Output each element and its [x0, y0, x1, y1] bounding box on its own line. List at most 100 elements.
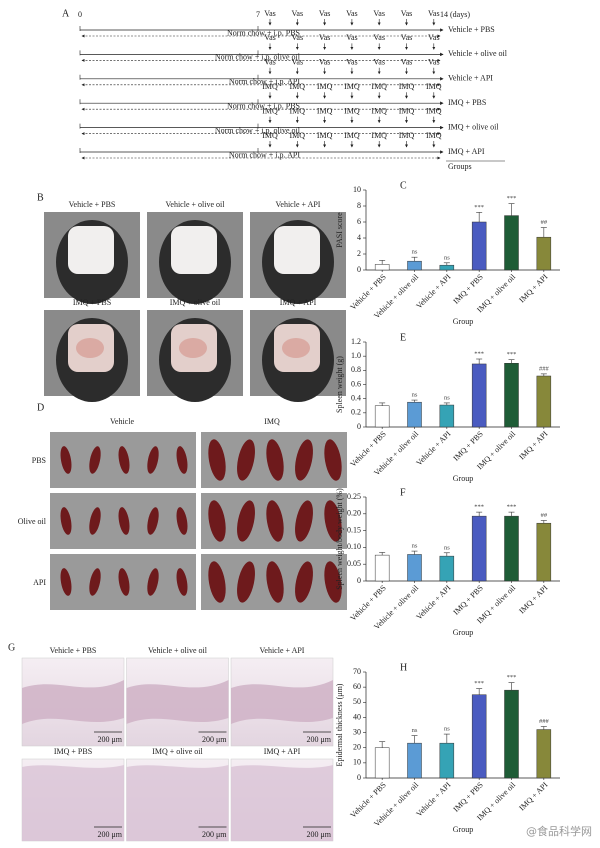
watermark: @食品科学网	[526, 824, 592, 838]
y-tick-label: 0.6	[351, 379, 361, 388]
photo-label: IMQ + PBS	[54, 747, 92, 756]
dose-marker: Vas	[428, 33, 440, 42]
group-label: Vehicle + olive oil	[448, 49, 508, 58]
group-label: IMQ + olive oil	[448, 122, 499, 131]
dose-marker: IMQ	[426, 82, 442, 91]
spleen	[118, 568, 130, 596]
bar	[374, 554, 390, 582]
y-tick-label: 1.2	[351, 337, 361, 346]
tissue	[231, 680, 333, 724]
significance: ***	[507, 351, 517, 358]
significance: ***	[474, 204, 484, 211]
scale-bar-label: 200 μm	[306, 735, 331, 744]
x-tick-label: Vehicle + API	[414, 272, 452, 310]
spleen	[295, 561, 313, 603]
spleen	[89, 568, 101, 596]
spleen	[60, 507, 72, 535]
bar	[504, 363, 519, 428]
bar	[471, 694, 487, 779]
lesion	[282, 338, 310, 358]
spleen	[176, 446, 188, 474]
dose-marker: IMQ	[317, 106, 333, 115]
row-label: API	[33, 578, 46, 587]
x-tick-label: IMQ + PBS	[451, 780, 484, 813]
dose-marker: IMQ	[317, 82, 333, 91]
tissue	[22, 680, 124, 724]
y-tick-label: 0.20	[347, 509, 361, 518]
panel-letter: D	[37, 402, 44, 413]
significance: ns	[444, 726, 450, 733]
spleen	[176, 568, 188, 596]
y-tick-label: 0.10	[347, 542, 361, 551]
lesion	[179, 338, 207, 358]
photo-label: Vehicle + PBS	[50, 646, 97, 655]
spleen	[324, 561, 342, 603]
significance: ***	[474, 350, 484, 357]
y-tick-label: 30	[353, 727, 361, 736]
dose-marker: Vas	[346, 9, 358, 18]
scale-bar-label: 200 μm	[202, 735, 227, 744]
significance: ###	[539, 365, 550, 372]
significance: ***	[507, 504, 517, 511]
row-label: PBS	[32, 456, 46, 465]
bar	[407, 401, 422, 428]
group-label: Vehicle + PBS	[448, 25, 495, 34]
significance: ***	[474, 680, 484, 687]
dose-marker: IMQ	[426, 131, 442, 140]
group-label: IMQ + PBS	[448, 98, 486, 107]
spleen	[237, 500, 255, 542]
dose-marker: Vas	[264, 33, 276, 42]
dose-marker: Vas	[428, 9, 440, 18]
x-tick-label: Vehicle + API	[414, 583, 452, 621]
photo-label: IMQ + olive oil	[170, 298, 221, 307]
dose-marker: Vas	[401, 33, 413, 42]
dose-marker: IMQ	[426, 106, 442, 115]
photo-label: IMQ + PBS	[73, 298, 111, 307]
x-axis-label: Group	[453, 317, 473, 326]
dose-marker: Vas	[292, 33, 304, 42]
x-tick-label: Vehicle + API	[414, 780, 452, 818]
dose-marker: Vas	[373, 58, 385, 67]
bar	[471, 515, 487, 582]
significance: ns	[444, 544, 450, 551]
panel-letter: B	[37, 192, 44, 203]
column-label: Vehicle	[110, 417, 134, 426]
scale-bar-label: 200 μm	[202, 830, 227, 839]
y-tick-label: 10	[353, 185, 361, 194]
y-tick-label: 1.0	[351, 351, 361, 360]
dose-marker: IMQ	[290, 82, 306, 91]
dose-marker: Vas	[264, 58, 276, 67]
group-label: Vehicle + API	[448, 74, 493, 83]
shaved-skin	[274, 226, 320, 274]
dose-marker: Vas	[319, 58, 331, 67]
dose-marker: Vas	[401, 9, 413, 18]
treatment-label: Norm chow + i.p. PBS	[227, 28, 300, 37]
y-tick-label: 0.05	[347, 559, 361, 568]
significance: ns	[444, 394, 450, 401]
bar	[439, 264, 455, 271]
y-tick-label: 0	[357, 773, 361, 782]
spleen	[324, 439, 342, 481]
scale-bar-label: 200 μm	[306, 830, 331, 839]
photo-label: Vehicle + olive oil	[166, 200, 226, 209]
dose-marker: IMQ	[344, 131, 360, 140]
panel-letter: E	[400, 332, 406, 343]
y-axis-label: Epidermal thickness (μm)	[335, 683, 344, 766]
treatment-label: Norm chow + i.p. API	[229, 150, 301, 159]
dose-marker: Vas	[346, 33, 358, 42]
bar	[471, 221, 487, 271]
shaved-skin	[68, 226, 114, 274]
spleen	[208, 500, 226, 542]
bar	[536, 375, 552, 428]
bar	[374, 747, 390, 779]
dose-marker: Vas	[346, 58, 358, 67]
panel-letter: A	[62, 8, 70, 19]
x-tick-label: IMQ + PBS	[451, 583, 484, 616]
dose-marker: Vas	[292, 9, 304, 18]
photo-label: IMQ + olive oil	[152, 747, 203, 756]
y-axis-label: PASI score	[335, 212, 344, 248]
tissue	[126, 680, 229, 724]
spleen	[295, 500, 313, 542]
bar	[536, 729, 552, 779]
groups-label: Groups	[448, 162, 472, 171]
